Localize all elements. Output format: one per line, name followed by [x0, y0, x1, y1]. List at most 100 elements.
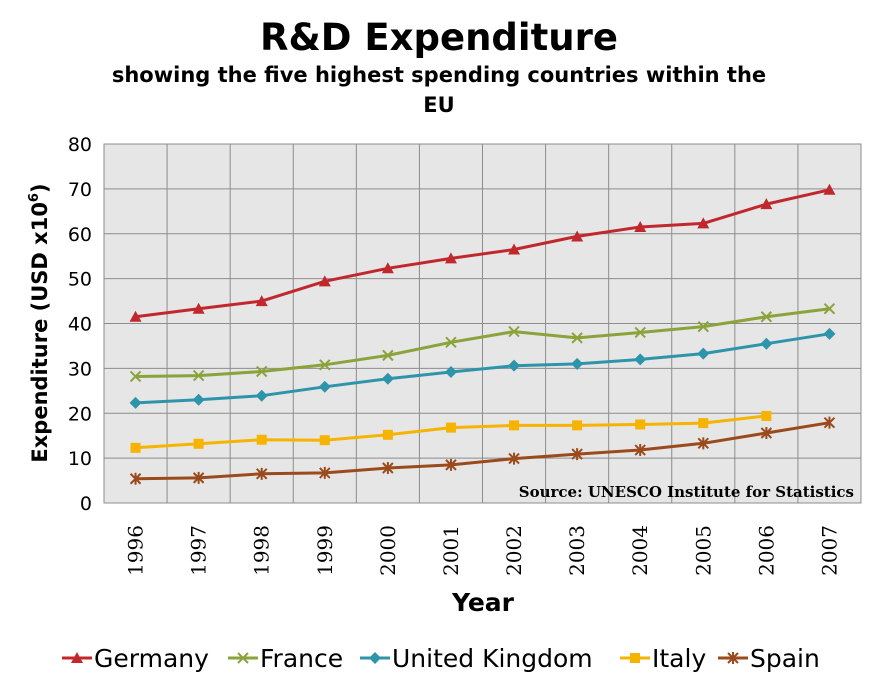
series-line — [135, 332, 830, 405]
data-point — [256, 365, 268, 378]
x-tick-label: 1998 — [250, 525, 274, 576]
data-point — [760, 311, 773, 323]
data-point — [823, 416, 836, 429]
legend-label: France — [260, 644, 343, 673]
data-point — [508, 452, 520, 465]
y-tick-label: 50 — [68, 269, 92, 291]
x-tick-label: 2000 — [376, 525, 400, 576]
data-point — [761, 410, 772, 421]
legend-item: Spain — [718, 644, 820, 673]
data-point — [508, 243, 521, 255]
legend-item: Italy — [620, 644, 706, 673]
x-tick-label: 1999 — [313, 525, 337, 576]
y-axis-ticks: 0 10 20 30 40 50 60 70 80 — [68, 134, 92, 515]
data-point — [256, 434, 267, 445]
data-point — [129, 396, 142, 409]
chart-subtitle-line-2: EU — [423, 93, 454, 117]
legend-item: France — [228, 644, 343, 673]
x-tick-label: 2007 — [817, 525, 841, 576]
data-point — [760, 426, 773, 439]
x-tick-label: 2003 — [565, 525, 589, 576]
data-point — [760, 198, 773, 210]
series-germany — [129, 183, 836, 322]
data-point — [635, 419, 646, 430]
data-point — [319, 466, 331, 479]
data-point — [129, 310, 142, 322]
series-line — [135, 307, 830, 378]
data-point — [129, 370, 142, 383]
data-point — [193, 438, 204, 449]
data-point — [572, 420, 583, 431]
data-point — [698, 418, 709, 429]
y-tick-label: 80 — [68, 134, 92, 156]
y-tick-label: 10 — [68, 448, 92, 470]
data-point — [571, 332, 583, 344]
data-point — [382, 349, 394, 362]
data-point — [571, 357, 584, 370]
y-axis-title: Expenditure (USD x106) — [27, 183, 52, 462]
data-point — [571, 230, 584, 242]
data-point — [381, 262, 394, 274]
data-point — [508, 359, 521, 372]
data-point — [509, 420, 520, 431]
legend: Germany France United Kingdom Italy Spain — [62, 644, 820, 673]
data-point — [382, 461, 394, 474]
x-tick-label: 2001 — [439, 525, 463, 576]
data-point — [129, 472, 142, 485]
data-point — [445, 422, 456, 433]
y-axis-title-suffix: ) — [28, 183, 52, 193]
data-point — [255, 295, 268, 307]
data-point — [444, 252, 457, 264]
data-point — [508, 325, 520, 338]
data-point — [319, 435, 330, 446]
data-point — [445, 458, 457, 471]
legend-label: United Kingdom — [392, 644, 593, 673]
data-point — [444, 365, 457, 378]
x-axis-ticks: 1996 1997 1998 1999 2000 2001 2002 2003 2004 2005… — [124, 525, 842, 576]
series-lines — [129, 183, 836, 485]
legend-item: Germany — [62, 644, 209, 673]
x-tick-label: 2004 — [628, 525, 652, 576]
data-point — [697, 217, 710, 229]
y-tick-label: 20 — [68, 403, 92, 425]
source-annotation: Source: UNESCO Institute for Statistics — [519, 483, 854, 501]
series-spain — [129, 416, 836, 485]
y-tick-label: 60 — [68, 224, 92, 246]
series-france — [129, 302, 836, 383]
data-point — [445, 336, 457, 349]
gridlines — [104, 143, 861, 504]
data-point — [634, 444, 646, 457]
data-point — [823, 183, 836, 195]
data-point — [697, 347, 710, 360]
legend-label: Spain — [750, 644, 820, 673]
y-tick-label: 0 — [80, 493, 92, 515]
data-point — [381, 372, 394, 385]
data-point — [192, 471, 205, 484]
data-point — [697, 437, 709, 450]
chart-title: R&D Expenditure — [260, 16, 618, 59]
y-axis-title-main: Expenditure (USD x10 — [28, 202, 52, 463]
data-point — [630, 653, 640, 663]
data-point — [369, 652, 381, 664]
y-axis-title-superscript: 6 — [27, 193, 42, 202]
y-tick-label: 70 — [68, 179, 92, 201]
data-point — [823, 302, 836, 315]
data-point — [634, 221, 647, 233]
data-point — [823, 327, 836, 340]
y-tick-label: 40 — [68, 314, 92, 336]
data-point — [192, 393, 205, 406]
data-point — [192, 302, 205, 314]
x-tick-label: 2002 — [502, 525, 526, 576]
chart-subtitle-line-1: showing the five highest spending countr… — [112, 63, 766, 87]
series-line — [135, 188, 830, 319]
legend-label: Italy — [652, 644, 706, 673]
data-point — [382, 429, 393, 440]
data-point — [727, 652, 739, 664]
data-point — [255, 389, 268, 402]
legend-label: Germany — [94, 644, 209, 673]
data-point — [760, 337, 773, 350]
data-point — [192, 369, 205, 382]
series-line — [135, 421, 830, 481]
